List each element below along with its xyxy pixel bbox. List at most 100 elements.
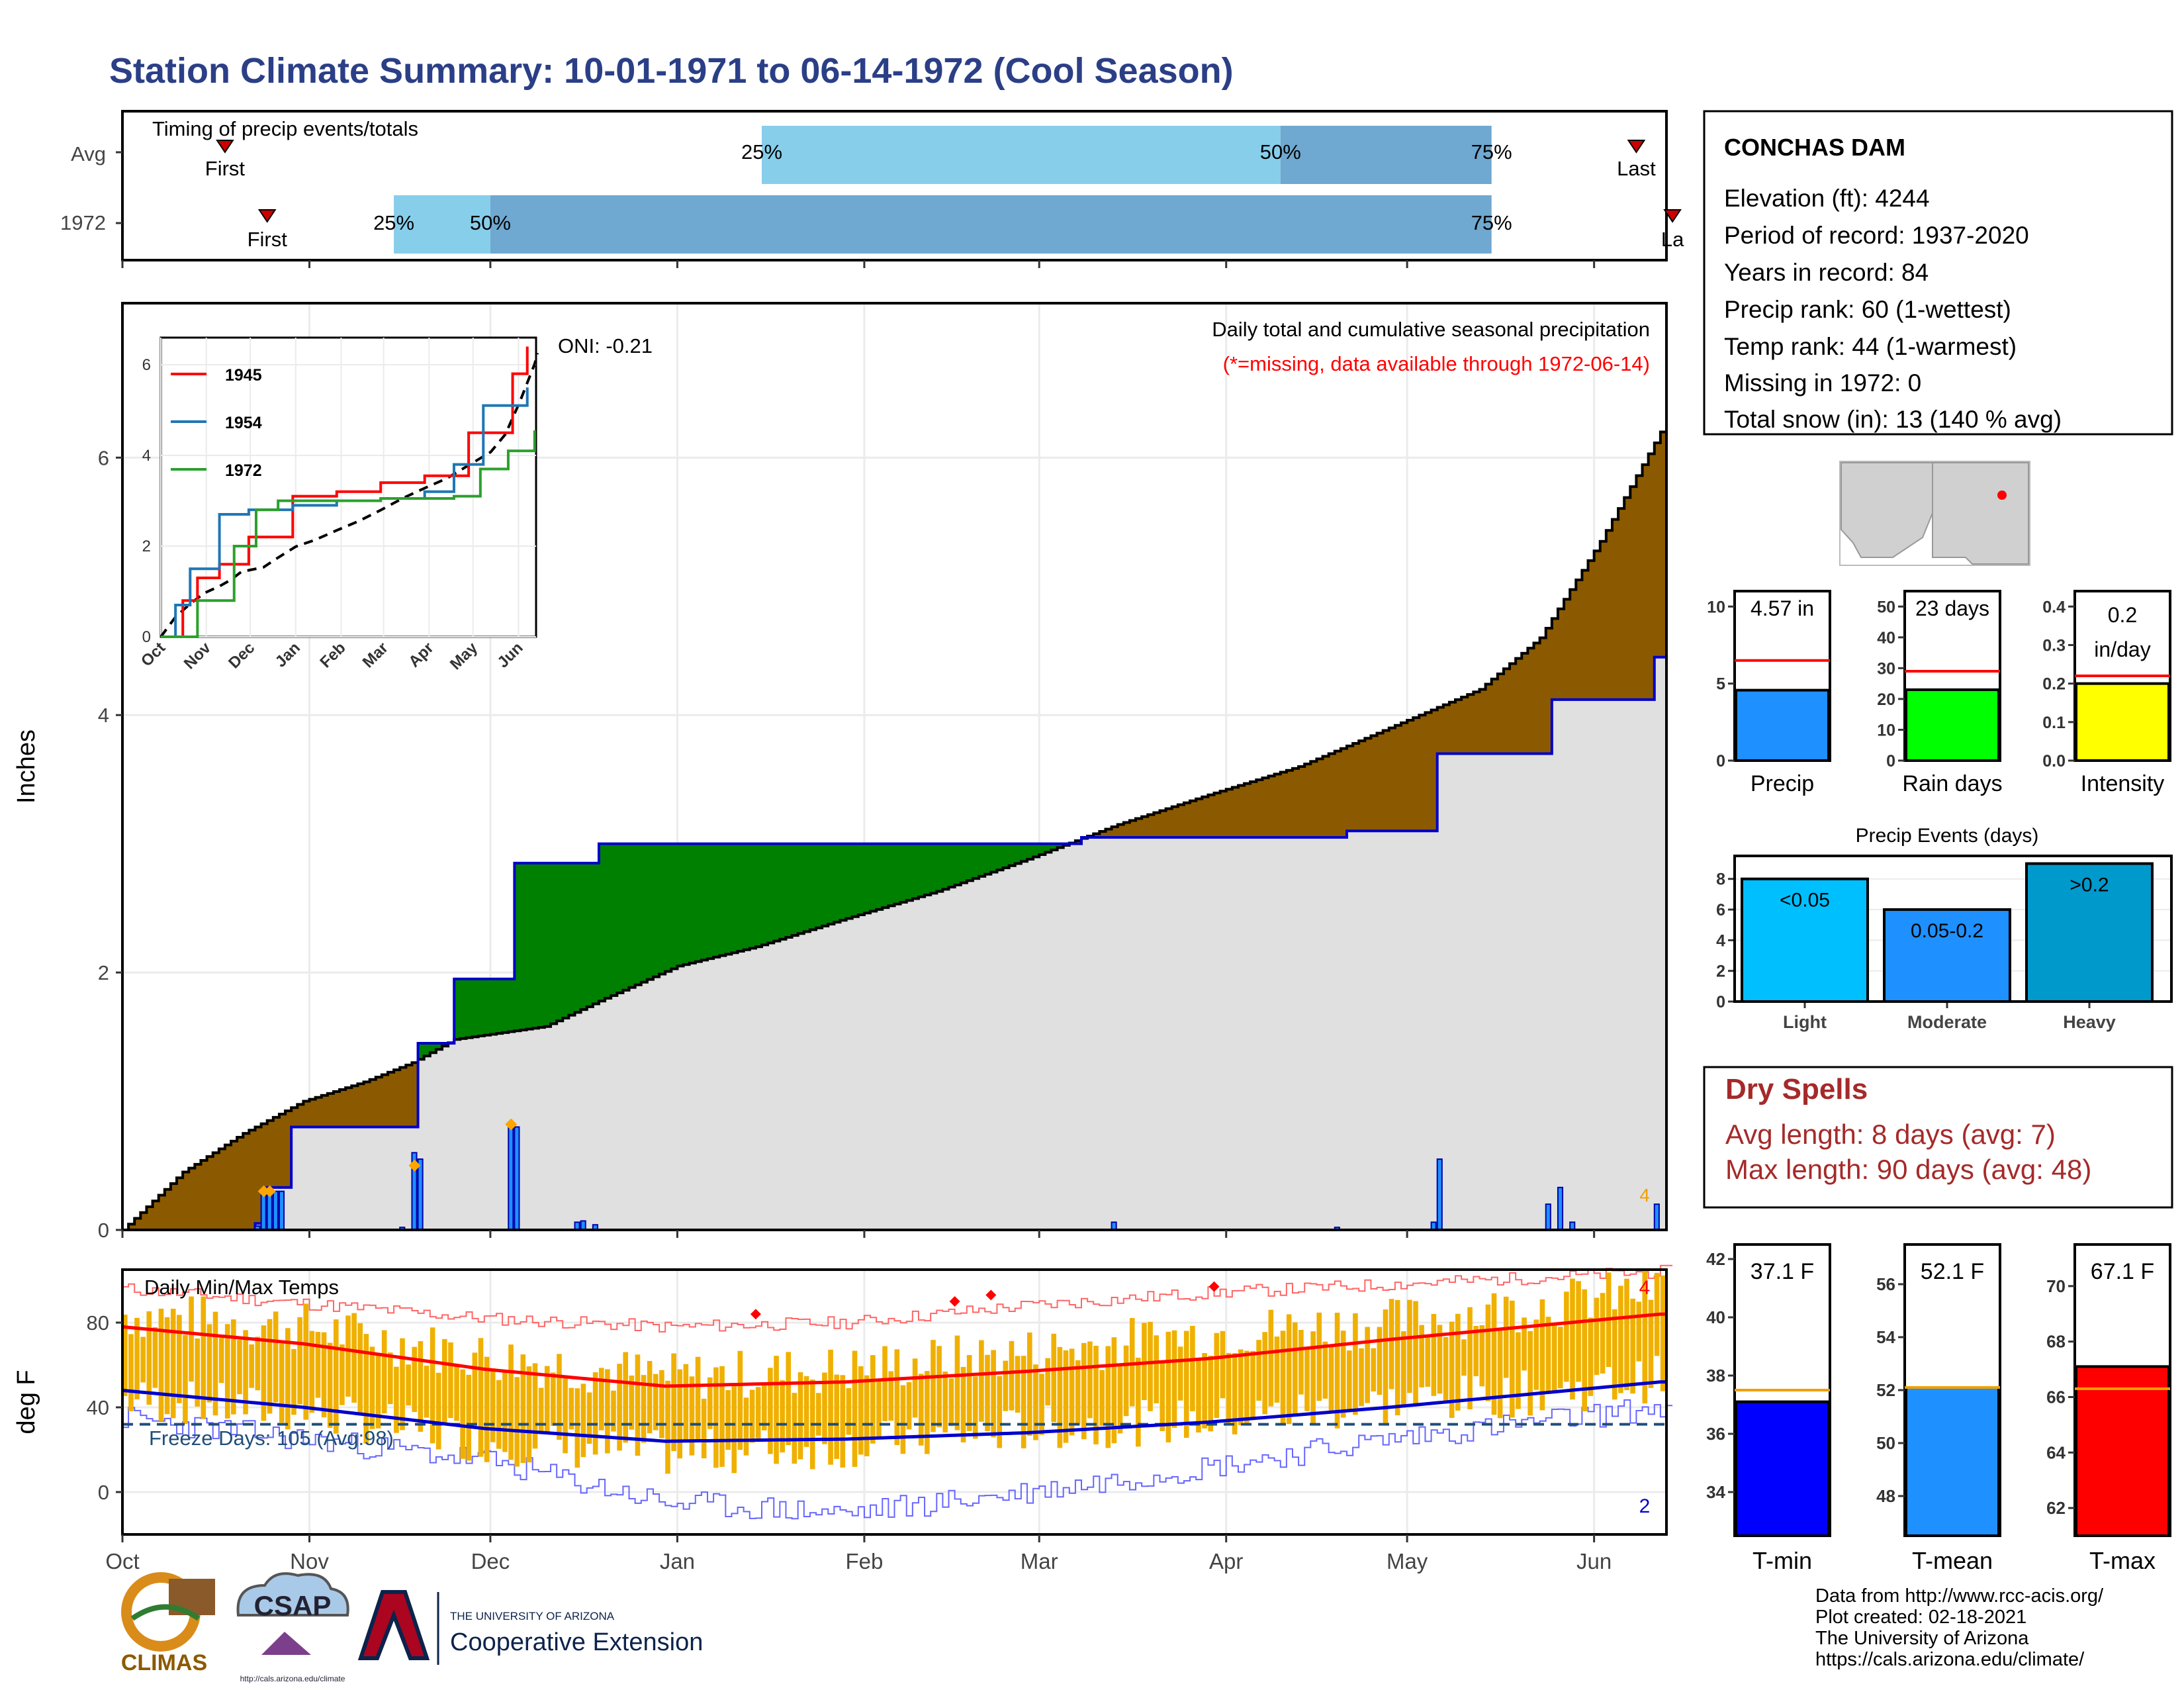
temp-range-bar-220 xyxy=(1449,1321,1455,1419)
temp-range-bar-225 xyxy=(1479,1325,1485,1387)
precip-total-category: Precip xyxy=(1751,771,1814,796)
temp-range-bar-219 xyxy=(1443,1336,1449,1402)
temp-range-bar-47 xyxy=(406,1364,411,1406)
tmin-chart-y-tick-label-4: 42 xyxy=(1706,1249,1725,1269)
temp-range-bar-53 xyxy=(442,1338,447,1425)
csap-mountain-icon xyxy=(261,1632,311,1655)
tmax-chart-y-tick-label-4: 70 xyxy=(2046,1276,2066,1296)
temp-range-bar-85 xyxy=(635,1354,641,1456)
inset-series-1972 xyxy=(161,430,536,638)
rain-days-y-tick-label-4: 40 xyxy=(1877,629,1895,647)
temp-range-bar-86 xyxy=(641,1375,647,1443)
temp-range-bar-43 xyxy=(381,1330,387,1414)
intensity-category: Intensity xyxy=(2081,771,2165,796)
climatology-fill xyxy=(122,657,1666,1230)
temp-range-bar-63 xyxy=(502,1372,508,1452)
avg-cumulative-line xyxy=(122,430,1666,1231)
dry-spells-title: Dry Spells xyxy=(1725,1073,1868,1105)
temp-range-bar-21 xyxy=(249,1344,254,1388)
temp-range-bar-156 xyxy=(1063,1350,1069,1443)
temp-range-bar-245 xyxy=(1600,1293,1606,1374)
tmin-chart-bar xyxy=(1735,1400,1830,1538)
temp-range-bar-192 xyxy=(1280,1331,1286,1425)
temp-range-bar-42 xyxy=(375,1353,381,1429)
temp-range-bar-152 xyxy=(1039,1374,1044,1435)
ua-extension-text: Cooperative Extension xyxy=(450,1628,703,1656)
temp-range-bar-224 xyxy=(1473,1325,1479,1377)
temp-range-bar-101 xyxy=(731,1383,737,1474)
temp-range-bar-189 xyxy=(1262,1332,1268,1415)
temp-range-bar-226 xyxy=(1485,1304,1491,1401)
temp-range-bar-98 xyxy=(713,1367,719,1468)
tmax-chart-bar xyxy=(2075,1365,2170,1537)
temp-range-bar-32 xyxy=(315,1332,321,1398)
temp-range-bar-231 xyxy=(1516,1332,1521,1409)
temp-range-bar-248 xyxy=(1618,1286,1623,1393)
csap-url: http://cals.arizona.edu/climate xyxy=(240,1674,345,1683)
precip-total-value: 4.57 in xyxy=(1751,596,1814,620)
month-tick-label-0: Oct xyxy=(105,1549,139,1573)
temp-range-bar-217 xyxy=(1431,1313,1437,1396)
dry-spells-box: Dry Spells Avg length: 8 days (avg: 7) M… xyxy=(1703,1066,2173,1209)
cur-last-label: La xyxy=(1661,228,1684,251)
month-tick-label-5: Mar xyxy=(1021,1549,1058,1573)
tmax-chart-y-tick-label-0: 62 xyxy=(2046,1498,2066,1518)
month-tick-label-6: Apr xyxy=(1209,1549,1243,1573)
events-category-label-2: Heavy xyxy=(2063,1012,2116,1032)
temp-range-bar-188 xyxy=(1256,1340,1261,1401)
record-high-marker-3 xyxy=(1208,1281,1220,1292)
temp-range-bar-116 xyxy=(822,1372,827,1444)
temp-range-bar-20 xyxy=(243,1330,248,1415)
csap-logo: CSAP http://cals.arizona.edu/climate xyxy=(236,1572,349,1683)
avg-first-label: First xyxy=(205,157,246,180)
events-bar-light xyxy=(1741,877,1869,1003)
temp-range-bar-119 xyxy=(840,1375,846,1468)
temp-range-bar-243 xyxy=(1588,1317,1594,1396)
tmean-chart-bar xyxy=(1905,1386,2000,1537)
inset-grid xyxy=(160,338,536,637)
temp-range-bar-105 xyxy=(755,1387,761,1439)
tmax-avg-line xyxy=(122,1312,1666,1388)
precip-total-bar xyxy=(1735,688,1830,763)
intensity-y-tick-label-3: 0.3 xyxy=(2042,636,2066,655)
climas-wave-icon xyxy=(130,1604,201,1621)
month-tick-label-4: Feb xyxy=(845,1549,883,1573)
temp-range-bar-244 xyxy=(1594,1297,1600,1376)
temp-range-bar-109 xyxy=(780,1380,785,1453)
temp-range-bar-228 xyxy=(1497,1328,1503,1419)
temp-range-bar-59 xyxy=(478,1338,484,1457)
temp-range-bar-235 xyxy=(1539,1299,1545,1411)
precip-subtitle: Daily total and cumulative seasonal prec… xyxy=(1212,318,1650,341)
temp-range-bar-82 xyxy=(617,1364,622,1451)
daily-precip-bar-1 xyxy=(260,1190,267,1231)
station-years: Years in record: 84 xyxy=(1724,259,1929,286)
temp-range-bar-7 xyxy=(164,1317,170,1415)
tmin-chart-y-tick-label-2: 38 xyxy=(1706,1366,1725,1385)
temp-range-bar-218 xyxy=(1437,1325,1443,1394)
temp-range-bar-84 xyxy=(629,1375,635,1430)
timing-bars xyxy=(116,126,1682,268)
temp-range-bar-26 xyxy=(279,1343,285,1423)
temp-range-bar-23 xyxy=(261,1325,267,1421)
daily-precip-bar-20 xyxy=(1653,1203,1660,1231)
temp-range-bar-36 xyxy=(340,1344,345,1405)
month-tick-label-7: May xyxy=(1387,1549,1428,1573)
temp-range-bar-143 xyxy=(985,1354,990,1432)
record-high-marker-1 xyxy=(949,1296,960,1307)
temp-range-bar-187 xyxy=(1250,1350,1255,1421)
temp-frame xyxy=(121,1268,1668,1536)
temp-range-bar-8 xyxy=(170,1309,176,1419)
temp-range-bar-17 xyxy=(224,1324,230,1419)
temp-range-bar-251 xyxy=(1636,1301,1642,1362)
tmax-value: 67.1 F xyxy=(2091,1259,2154,1284)
tmax-chart-y-tick-label-3: 68 xyxy=(2046,1332,2066,1352)
temp-range-bar-151 xyxy=(1033,1364,1038,1440)
temp-range-bar-204 xyxy=(1353,1313,1358,1415)
temp-range-bar-230 xyxy=(1510,1300,1515,1418)
tmax-category: T-max xyxy=(2089,1547,2156,1574)
temp-range-bar-52 xyxy=(435,1372,441,1450)
end-snow-value: 4 xyxy=(1639,1185,1650,1205)
temp-range-bar-12 xyxy=(195,1338,200,1407)
temp-range-bar-96 xyxy=(701,1399,707,1459)
temp-range-bar-40 xyxy=(363,1334,369,1444)
